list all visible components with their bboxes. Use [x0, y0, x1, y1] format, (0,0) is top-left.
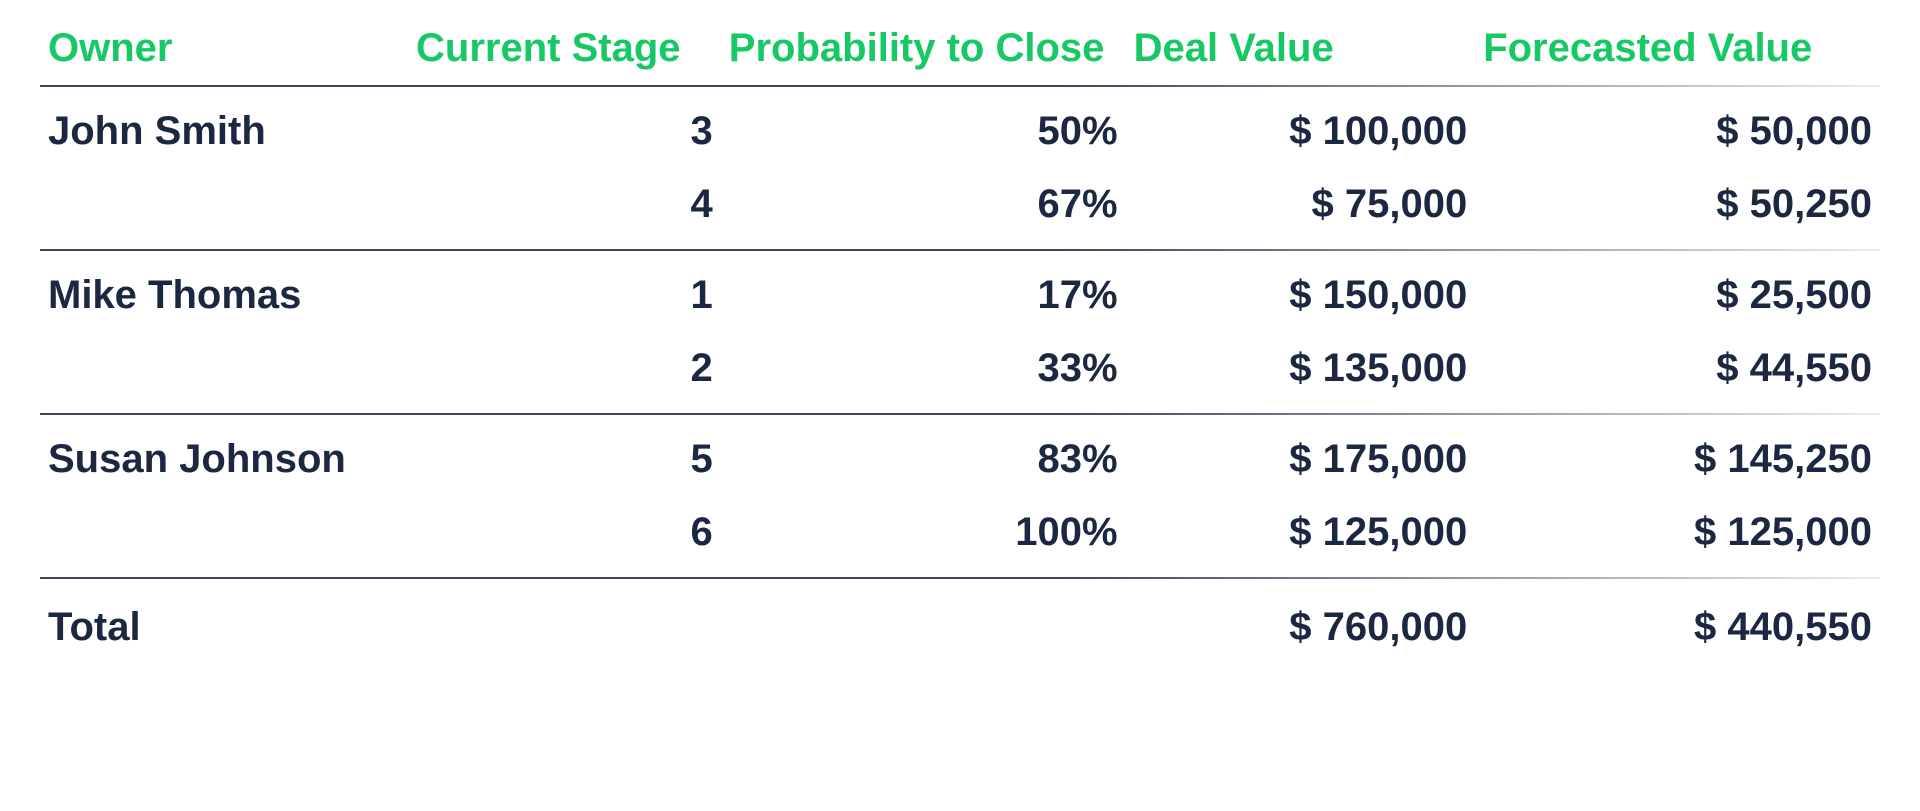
- cell-stage: 6: [408, 496, 721, 577]
- total-label: Total: [40, 579, 408, 664]
- col-header-forecasted-value: Forecasted Value: [1475, 20, 1880, 85]
- table-row: 4 67% $ 75,000 $ 50,250: [40, 168, 1880, 249]
- cell-owner: Susan Johnson: [40, 415, 408, 496]
- col-header-stage: Current Stage: [408, 20, 721, 85]
- total-probability: [721, 579, 1126, 664]
- cell-probability: 100%: [721, 496, 1126, 577]
- cell-forecasted-value: $ 50,250: [1475, 168, 1880, 249]
- cell-deal-value: $ 75,000: [1126, 168, 1476, 249]
- cell-owner: [40, 168, 408, 249]
- cell-owner: Mike Thomas: [40, 251, 408, 332]
- cell-stage: 5: [408, 415, 721, 496]
- total-forecasted-value: $ 440,550: [1475, 579, 1880, 664]
- pipeline-table: Owner Current Stage Probability to Close…: [40, 20, 1880, 664]
- cell-deal-value: $ 150,000: [1126, 251, 1476, 332]
- total-row: Total $ 760,000 $ 440,550: [40, 579, 1880, 664]
- table-row: John Smith 3 50% $ 100,000 $ 50,000: [40, 87, 1880, 168]
- total-stage: [408, 579, 721, 664]
- total-deal-value: $ 760,000: [1126, 579, 1476, 664]
- cell-probability: 33%: [721, 332, 1126, 413]
- cell-probability: 67%: [721, 168, 1126, 249]
- col-header-probability: Probability to Close: [721, 20, 1126, 85]
- cell-forecasted-value: $ 44,550: [1475, 332, 1880, 413]
- cell-stage: 1: [408, 251, 721, 332]
- cell-deal-value: $ 135,000: [1126, 332, 1476, 413]
- table-row: Susan Johnson 5 83% $ 175,000 $ 145,250: [40, 415, 1880, 496]
- table-row: 6 100% $ 125,000 $ 125,000: [40, 496, 1880, 577]
- cell-forecasted-value: $ 125,000: [1475, 496, 1880, 577]
- cell-probability: 83%: [721, 415, 1126, 496]
- cell-owner: John Smith: [40, 87, 408, 168]
- cell-deal-value: $ 100,000: [1126, 87, 1476, 168]
- table-header-row: Owner Current Stage Probability to Close…: [40, 20, 1880, 85]
- cell-probability: 50%: [721, 87, 1126, 168]
- cell-forecasted-value: $ 50,000: [1475, 87, 1880, 168]
- cell-forecasted-value: $ 145,250: [1475, 415, 1880, 496]
- cell-stage: 3: [408, 87, 721, 168]
- cell-deal-value: $ 125,000: [1126, 496, 1476, 577]
- cell-forecasted-value: $ 25,500: [1475, 251, 1880, 332]
- cell-stage: 4: [408, 168, 721, 249]
- cell-owner: [40, 496, 408, 577]
- cell-deal-value: $ 175,000: [1126, 415, 1476, 496]
- table-row: Mike Thomas 1 17% $ 150,000 $ 25,500: [40, 251, 1880, 332]
- cell-owner: [40, 332, 408, 413]
- col-header-owner: Owner: [40, 20, 408, 85]
- table-row: 2 33% $ 135,000 $ 44,550: [40, 332, 1880, 413]
- col-header-deal-value: Deal Value: [1126, 20, 1476, 85]
- cell-probability: 17%: [721, 251, 1126, 332]
- cell-stage: 2: [408, 332, 721, 413]
